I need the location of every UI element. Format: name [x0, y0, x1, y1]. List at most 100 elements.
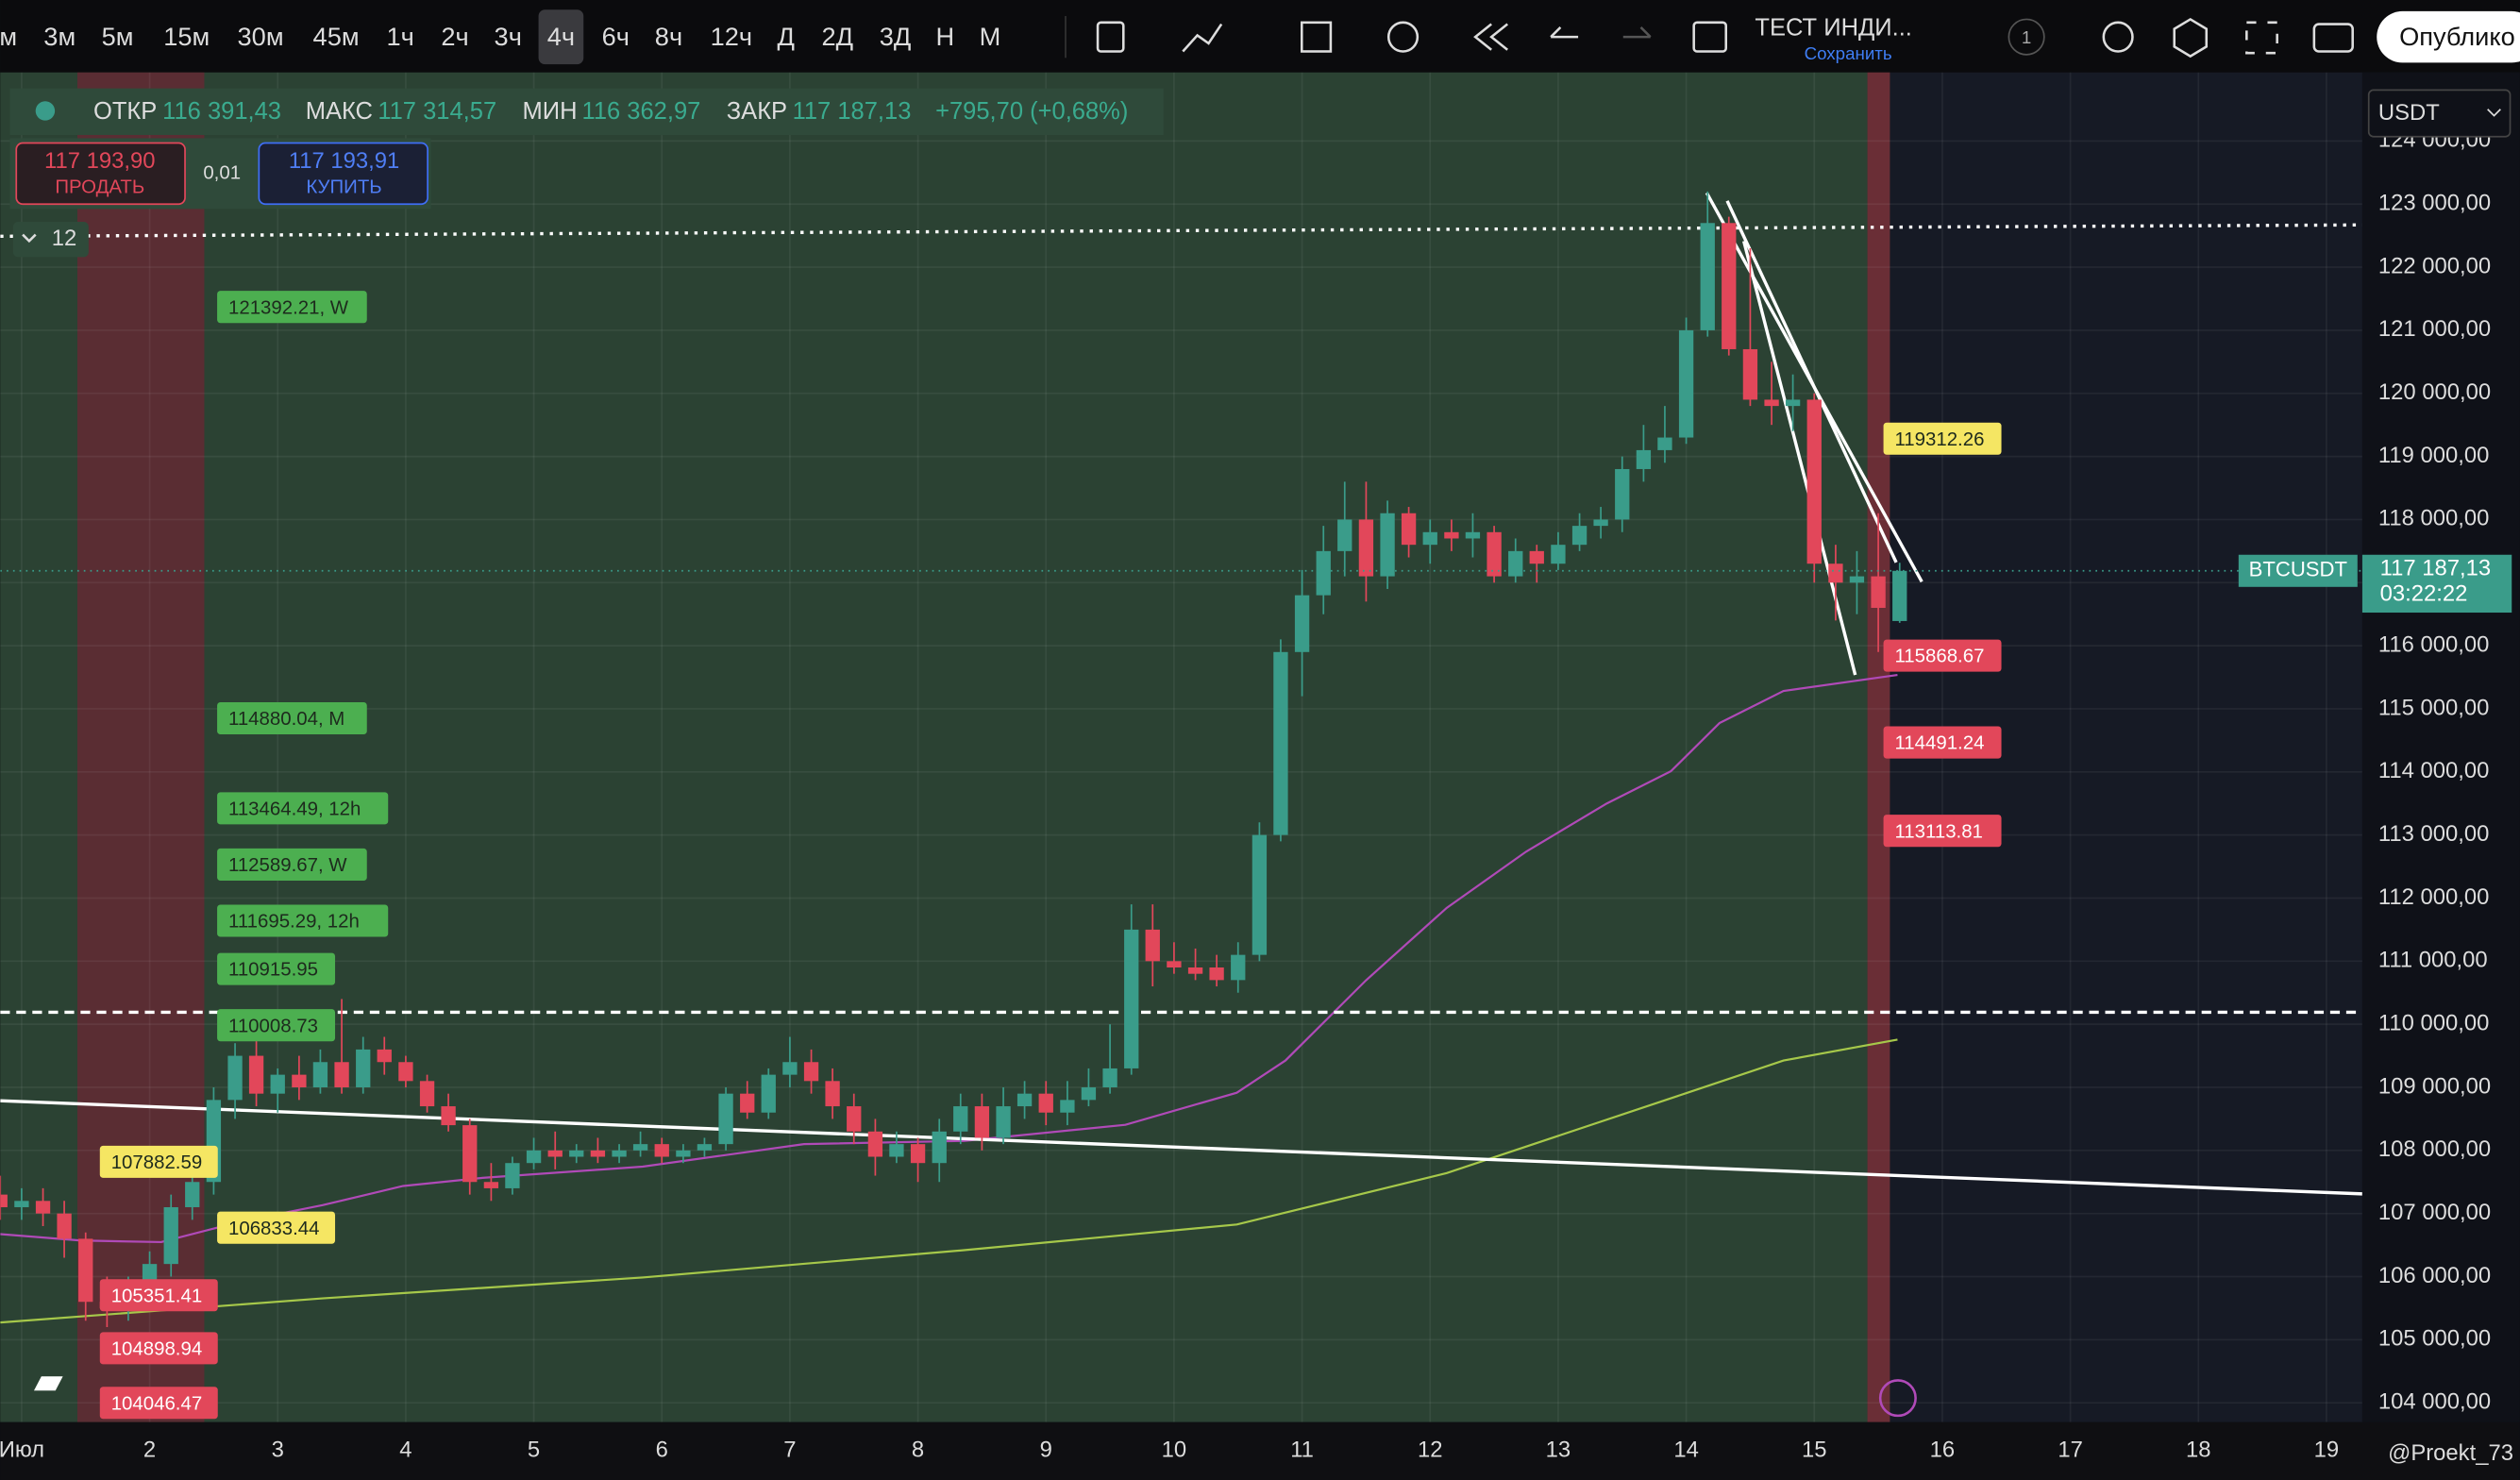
interval[interactable]: 3Д	[880, 22, 912, 51]
buy-label[interactable]: КУПИТЬ	[306, 177, 381, 198]
y-tick-label: 113 000,00	[2378, 821, 2489, 847]
moving-average	[0, 1038, 1898, 1324]
sell-label[interactable]: ПРОДАТЬ	[55, 177, 144, 198]
y-tick-label: 104 000,00	[2378, 1388, 2491, 1414]
candle-body	[1252, 834, 1268, 955]
indicators-icon[interactable]	[1182, 23, 1223, 53]
price-level-tag	[99, 1279, 218, 1312]
badge	[2008, 18, 2045, 56]
indicators-count[interactable]: 12	[52, 226, 77, 251]
candle-body	[1678, 329, 1694, 438]
candle-body	[697, 1144, 713, 1151]
candle-body	[1337, 519, 1352, 551]
interval[interactable]: Д	[778, 22, 795, 51]
undo-icon[interactable]	[1550, 26, 1579, 39]
search-icon[interactable]	[2102, 21, 2134, 53]
candle-body	[1016, 1093, 1033, 1107]
candle-body	[1849, 576, 1865, 583]
candle-body	[227, 1055, 243, 1101]
interval[interactable]: м	[0, 22, 17, 51]
interval[interactable]: 3м	[43, 22, 76, 51]
currency[interactable]: USDT	[2378, 100, 2440, 126]
interval[interactable]: 2Д	[821, 22, 853, 51]
fullscreen-icon[interactable]	[2245, 21, 2278, 55]
price-level-tag	[1883, 639, 2002, 672]
candle-body	[292, 1074, 307, 1087]
candle-body	[377, 1049, 392, 1063]
candle-body	[654, 1144, 669, 1157]
candle-body	[505, 1163, 520, 1188]
candle-body	[1231, 954, 1246, 981]
candle-body	[398, 1062, 413, 1082]
chevron	[22, 233, 37, 244]
interval[interactable]: 45м	[313, 22, 360, 51]
candle-body	[632, 1144, 648, 1151]
buy-price[interactable]: 117 193,91	[289, 148, 400, 174]
candle-body	[1102, 1068, 1117, 1087]
publish-button[interactable]	[2377, 10, 2520, 63]
candle-body	[1038, 1093, 1053, 1113]
interval[interactable]: 4ч	[547, 22, 575, 51]
candle-body	[1657, 437, 1672, 450]
price-level-label: 113113.81	[1894, 821, 1982, 842]
interval[interactable]: 8ч	[655, 22, 682, 51]
candle-body	[547, 1150, 563, 1157]
interval[interactable]: 1ч	[386, 22, 413, 51]
interval[interactable]: Н	[935, 22, 954, 51]
y-tick-label: 119 000,00	[2378, 443, 2489, 468]
price-level-tag	[217, 1211, 336, 1244]
currency-select[interactable]	[2367, 89, 2512, 138]
interval[interactable]: 15м	[163, 22, 210, 51]
publish-label[interactable]: Опублико	[2399, 22, 2515, 51]
candle-body	[78, 1238, 93, 1303]
symbol-tag	[2238, 554, 2358, 587]
candle-body	[1060, 1100, 1075, 1113]
plot	[0, 72, 2362, 1422]
templates-icon[interactable]	[1300, 21, 1333, 53]
interval[interactable]: 30м	[238, 22, 284, 51]
indicators-toggle[interactable]	[12, 221, 89, 258]
redo-icon[interactable]	[1622, 26, 1652, 39]
price-level-label: 114880.04, M	[228, 709, 344, 730]
candle-icon[interactable]	[1096, 21, 1125, 53]
y-tick-label: 111 000,00	[2378, 948, 2488, 973]
flash-icon[interactable]	[1878, 1379, 1917, 1418]
price-level-tag	[217, 792, 389, 825]
candle-body	[1571, 526, 1588, 546]
candle-body	[462, 1125, 478, 1183]
sell-price[interactable]: 117 193,90	[44, 148, 156, 174]
candle-body	[163, 1206, 178, 1265]
price-level-label: 104046.47	[111, 1393, 202, 1414]
candle-body	[953, 1106, 968, 1132]
interval[interactable]: 6ч	[602, 22, 630, 51]
alert-icon[interactable]	[1386, 21, 1420, 53]
replay-icon[interactable]	[1473, 23, 1508, 51]
interval[interactable]: 5м	[102, 22, 134, 51]
candle-body	[761, 1074, 776, 1113]
candle-body	[1892, 570, 1907, 621]
y-tick-label: 121 000,00	[2378, 316, 2491, 342]
candle-body	[1167, 961, 1182, 967]
save-button[interactable]: Сохранить	[1805, 43, 1892, 63]
layout-icon[interactable]	[1692, 21, 1728, 53]
interval[interactable]: 2ч	[441, 22, 468, 51]
candle-body	[782, 1062, 798, 1075]
candle-body	[1422, 531, 1437, 546]
snapshot-icon[interactable]	[2312, 23, 2354, 53]
candle-body	[1273, 651, 1288, 835]
settings-icon[interactable]	[2173, 17, 2209, 59]
sell-button[interactable]	[15, 142, 186, 206]
layout-name[interactable]: ТЕСТ ИНДИ...	[1755, 14, 1912, 41]
y-tick-label: 120 000,00	[2378, 379, 2491, 405]
buy-button[interactable]	[258, 142, 428, 206]
candle-body	[803, 1062, 819, 1082]
interval[interactable]: 12ч	[711, 22, 752, 51]
interval[interactable]: 3ч	[495, 22, 522, 51]
price-level-tag	[217, 904, 389, 937]
candle-body	[612, 1150, 627, 1157]
interval[interactable]: М	[980, 22, 1001, 51]
status-dot	[35, 101, 56, 121]
candle-body	[676, 1150, 691, 1157]
